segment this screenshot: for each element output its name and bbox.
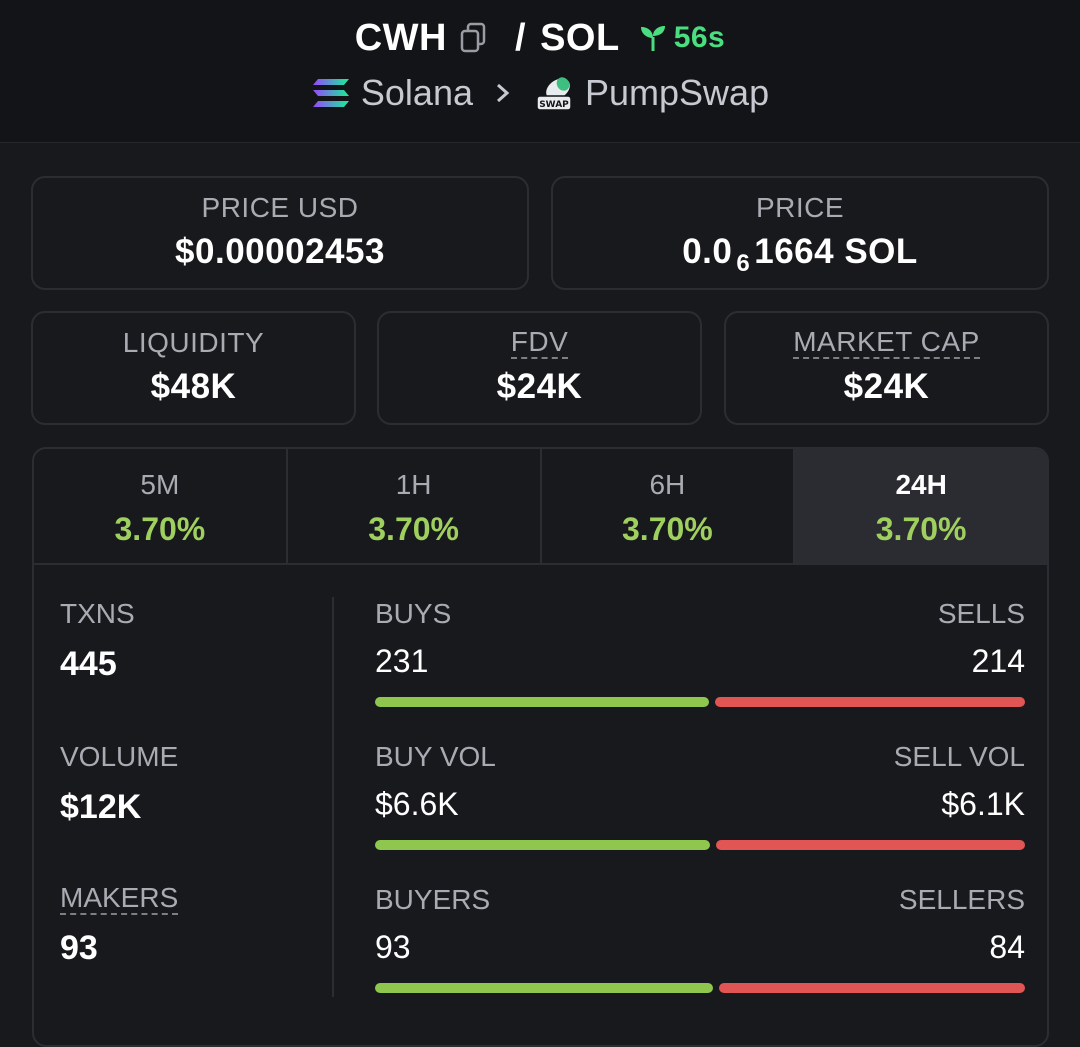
buys-label: BUYS	[375, 598, 452, 629]
age-value: 56s	[673, 21, 726, 54]
timeframe-tabs: 5M 3.70% 1H 3.70% 6H 3.70% 24H 3.70%	[34, 449, 1047, 565]
tab-label: 6H	[649, 469, 686, 500]
price-native-prefix: 0.0	[682, 232, 733, 271]
buy-vol-value: $6.6K	[375, 786, 459, 822]
liquidity-value: $48K	[150, 367, 237, 406]
sprout-icon	[640, 26, 665, 51]
breadcrumb: Solana SWAP PumpSwap	[0, 68, 1080, 118]
txns-label: TXNS	[60, 598, 135, 629]
price-usd-value: $0.00002453	[175, 232, 385, 271]
volume-split: BUY VOL SELL VOL $6.6K $6.1K	[375, 740, 1025, 883]
sell-vol-value: $6.1K	[941, 786, 1025, 822]
buy-bar	[375, 697, 709, 707]
tab-5m[interactable]: 5M 3.70%	[34, 449, 288, 563]
column-divider	[332, 597, 334, 997]
sell-vol-label: SELL VOL	[893, 741, 1025, 772]
pair-age: 56s	[638, 21, 726, 55]
tab-24h[interactable]: 24H 3.70%	[795, 449, 1047, 563]
buyers-label: BUYERS	[375, 884, 491, 915]
tab-change: 3.70%	[114, 511, 206, 547]
pair-separator: /	[515, 16, 527, 59]
solana-logo-icon	[311, 76, 351, 110]
sell-bar	[715, 697, 1025, 707]
copy-icon[interactable]	[459, 22, 487, 54]
tab-change: 3.70%	[875, 511, 967, 547]
market-cap-value: $24K	[843, 367, 930, 406]
sell-bar	[716, 840, 1025, 850]
price-usd-label: PRICE USD	[201, 192, 359, 223]
dex-name[interactable]: PumpSwap	[585, 72, 770, 113]
tab-label: 1H	[395, 469, 432, 500]
tab-change: 3.70%	[622, 511, 713, 547]
liquidity-label: LIQUIDITY	[122, 327, 265, 358]
buys-value: 231	[375, 643, 429, 679]
tab-1h[interactable]: 1H 3.70%	[287, 449, 542, 563]
sells-label: SELLS	[937, 598, 1025, 629]
price-native-digits: 1664 SOL	[754, 232, 918, 271]
liquidity-card: LIQUIDITY $48K	[31, 311, 356, 425]
buy-vol-label: BUY VOL	[375, 741, 496, 772]
splits-column: BUYS SELLS 231 214 BUY VOL SELL VOL $6.6…	[375, 597, 1025, 1026]
price-native-zero-count: 6	[736, 250, 751, 277]
volume-stat: VOLUME $12K	[60, 740, 320, 883]
makers-label[interactable]: MAKERS	[60, 882, 179, 915]
volume-label: VOLUME	[60, 741, 179, 772]
pair-header: CWH / SOL 56s	[0, 0, 1080, 143]
makers-split: BUYERS SELLERS 93 84	[375, 883, 1025, 1026]
tab-label: 24H	[895, 469, 947, 500]
buy-bar	[375, 840, 710, 850]
txns-split: BUYS SELLS 231 214	[375, 597, 1025, 740]
tab-6h[interactable]: 6H 3.70%	[541, 449, 796, 563]
price-native-label: PRICE	[755, 192, 845, 223]
txns-stat: TXNS 445	[60, 597, 320, 740]
buyers-value: 93	[375, 929, 411, 965]
price-native-value: 0.0 6 1664 SOL	[553, 232, 1047, 278]
sells-value: 214	[971, 643, 1025, 679]
sellers-value: 84	[989, 929, 1025, 965]
market-cap-label[interactable]: MARKET CAP	[793, 326, 980, 359]
txns-ratio-bar	[375, 697, 1025, 707]
buy-bar	[375, 983, 713, 993]
totals-column: TXNS 445 VOLUME $12K MAKERS 93	[60, 597, 320, 1026]
chevron-right-icon	[495, 82, 511, 104]
makers-ratio-bar	[375, 983, 1025, 993]
makers-stat: MAKERS 93	[60, 883, 320, 1026]
price-usd-card: PRICE USD $0.00002453	[31, 176, 529, 290]
fdv-label[interactable]: FDV	[510, 326, 569, 359]
base-token-symbol: CWH	[354, 16, 447, 59]
chain-name[interactable]: Solana	[360, 72, 473, 113]
quote-token-symbol: SOL	[540, 16, 620, 59]
fdv-card[interactable]: FDV $24K	[377, 311, 702, 425]
pumpswap-logo-icon: SWAP	[535, 73, 575, 113]
fdv-value: $24K	[496, 367, 583, 406]
stats-panel: 5M 3.70% 1H 3.70% 6H 3.70% 24H 3.70% TXN…	[32, 447, 1049, 1047]
tab-change: 3.70%	[368, 511, 459, 547]
volume-value: $12K	[60, 788, 142, 826]
price-native-card: PRICE 0.0 6 1664 SOL	[551, 176, 1049, 290]
pumpswap-logo-text: SWAP	[539, 100, 569, 110]
tab-label: 5M	[140, 469, 180, 500]
market-cap-card[interactable]: MARKET CAP $24K	[724, 311, 1049, 425]
volume-ratio-bar	[375, 840, 1025, 850]
sellers-label: SELLERS	[898, 884, 1025, 915]
makers-value: 93	[60, 929, 98, 967]
sell-bar	[719, 983, 1025, 993]
pair-title: CWH / SOL 56s	[0, 12, 1080, 64]
txns-value: 445	[60, 645, 117, 683]
